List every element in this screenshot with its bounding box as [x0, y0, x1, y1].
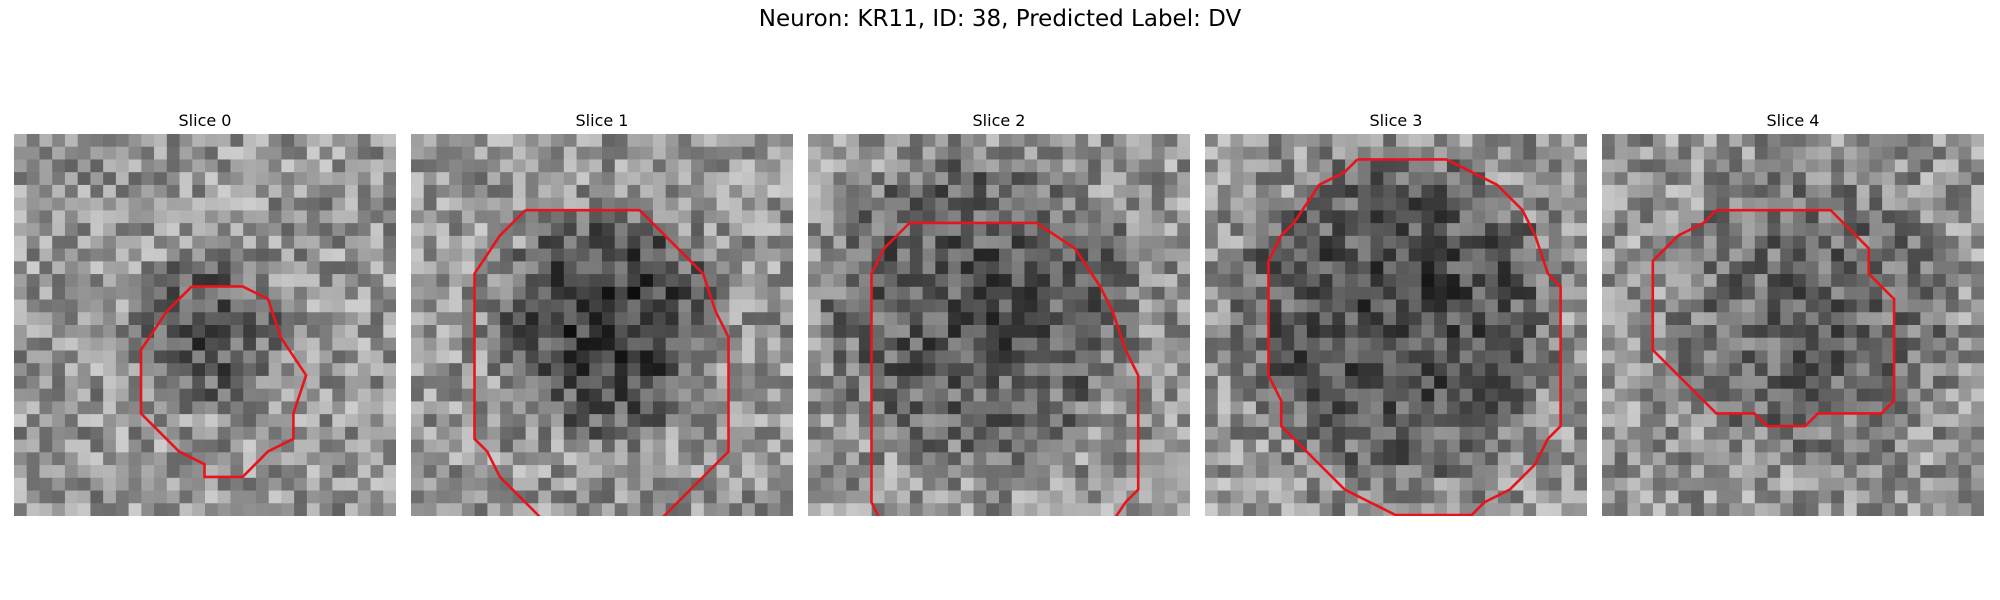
red-contour [139, 285, 308, 479]
figure-title: Neuron: KR11, ID: 38, Predicted Label: D… [758, 6, 1242, 32]
slice-panel-2: Slice 2 [808, 108, 1190, 516]
slice-image [1205, 134, 1587, 516]
grayscale-pixels [1602, 134, 1984, 516]
slice-title: Slice 0 [178, 111, 232, 130]
slice-title: Slice 4 [1766, 111, 1820, 130]
slice-image [14, 134, 396, 516]
slice-title: Slice 1 [575, 111, 629, 130]
grayscale-pixels [14, 134, 396, 516]
slice-image [1602, 134, 1984, 516]
slice-image [808, 134, 1190, 516]
slice-title: Slice 3 [1369, 111, 1423, 130]
grayscale-pixels [411, 134, 793, 516]
red-contour [473, 208, 730, 516]
red-contour [1651, 208, 1896, 428]
slice-panel-0: Slice 0 [14, 108, 396, 516]
red-contour [870, 221, 1140, 516]
slice-panel-4: Slice 4 [1602, 108, 1984, 516]
slice-panel-3: Slice 3 [1205, 108, 1587, 516]
slice-panel-1: Slice 1 [411, 108, 793, 516]
red-contour [1267, 158, 1562, 516]
grayscale-pixels [808, 134, 1190, 516]
grayscale-pixels [1205, 134, 1587, 516]
slice-image [411, 134, 793, 516]
slice-title: Slice 2 [972, 111, 1026, 130]
